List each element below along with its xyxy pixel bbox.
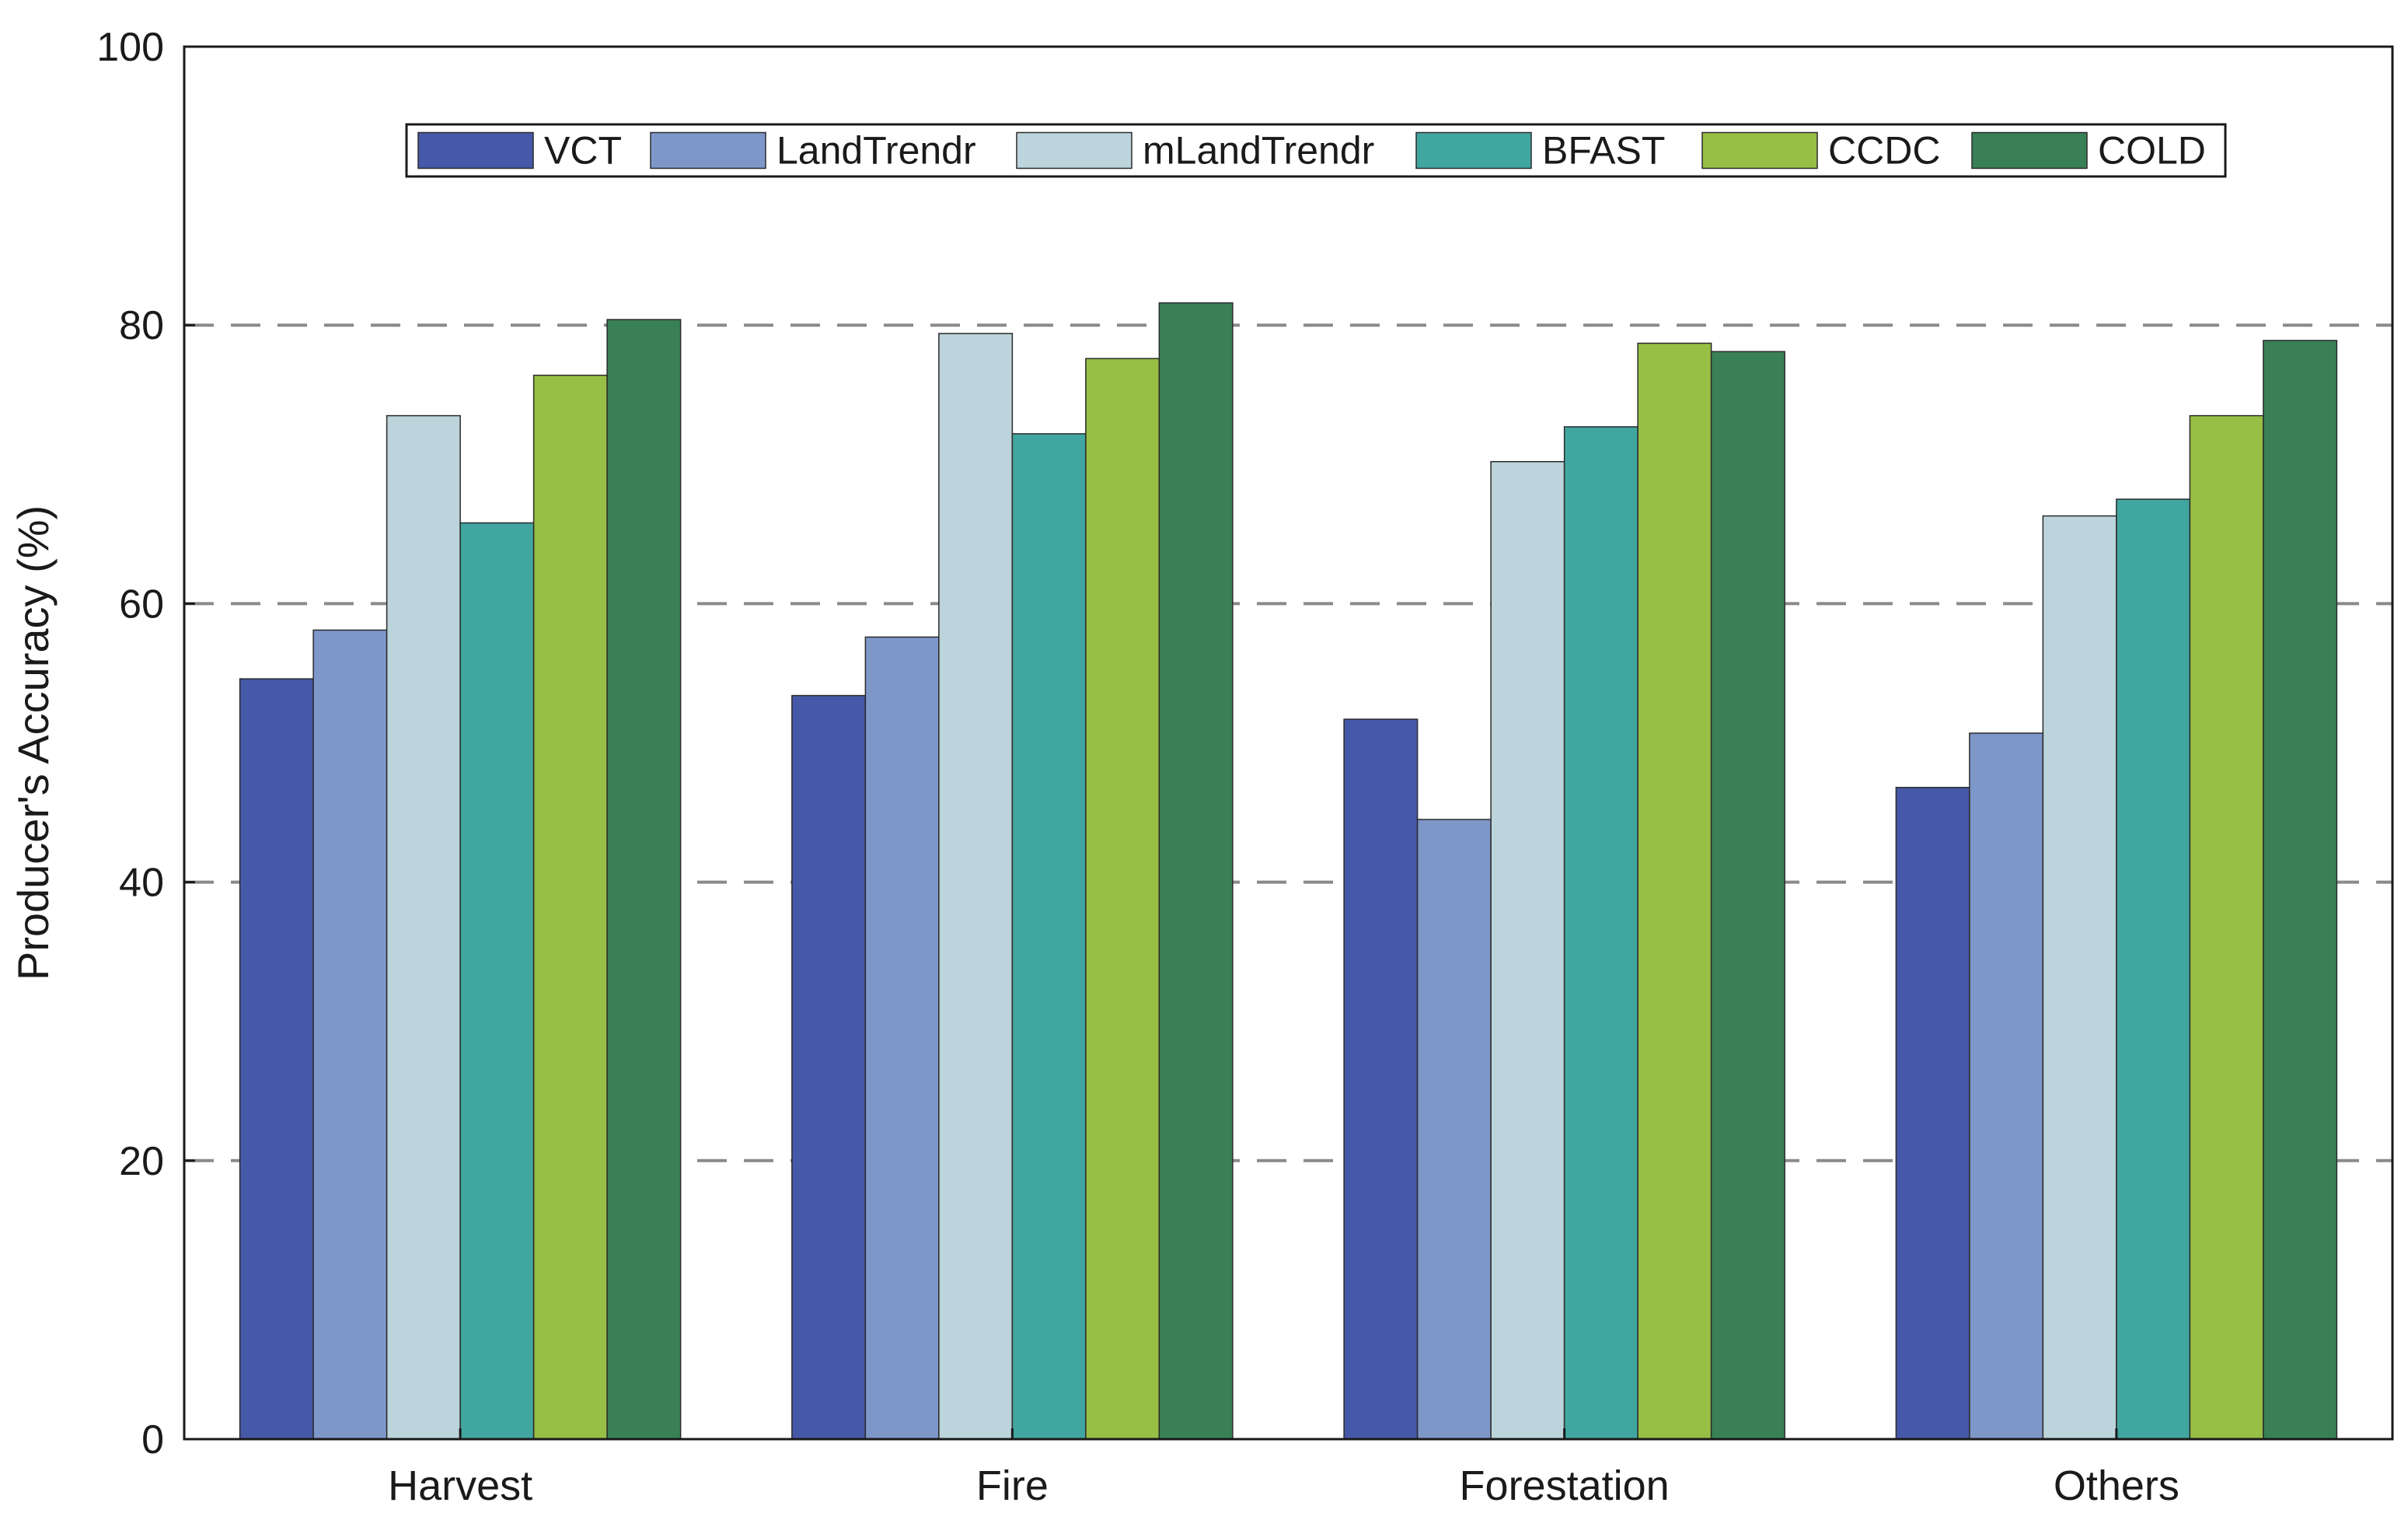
bar-landtrendr-forestation xyxy=(1416,819,1492,1440)
x-tick-label: Forestation xyxy=(1460,1462,1670,1509)
y-tick-label: 100 xyxy=(96,25,164,70)
y-tick-label: 60 xyxy=(119,582,164,627)
bar-vct-harvest xyxy=(239,678,314,1440)
bar-bfast-forestation xyxy=(1563,426,1638,1440)
bar-mlandtrendr-harvest xyxy=(386,414,461,1440)
bar-landtrendr-harvest xyxy=(312,629,388,1440)
bar-ccdc-forestation xyxy=(1637,342,1712,1440)
bar-cold-forestation xyxy=(1710,351,1785,1440)
x-axis: Harvest Fire Forestation Others xyxy=(388,1428,2179,1509)
legend-items: VCT LandTrendr mLandTrendr BFAST CCDC COLD xyxy=(417,129,2206,173)
bar-landtrendr-others xyxy=(1969,732,2044,1440)
bar-landtrendr-fire xyxy=(864,636,940,1440)
y-tick-label: 0 xyxy=(141,1417,164,1462)
legend-label-vct: VCT xyxy=(544,129,622,173)
bar-mlandtrendr-others xyxy=(2042,515,2117,1440)
bar-vct-fire xyxy=(791,694,867,1440)
x-tick-label: Others xyxy=(2054,1462,2179,1509)
x-tick-label: Harvest xyxy=(388,1462,532,1509)
bar-ccdc-others xyxy=(2189,414,2264,1440)
bar-ccdc-fire xyxy=(1085,358,1160,1440)
bar-mlandtrendr-fire xyxy=(938,333,1014,1440)
bar-cold-harvest xyxy=(606,319,682,1440)
bar-bfast-fire xyxy=(1011,433,1087,1440)
legend-swatch-mlandtrendr xyxy=(1016,131,1132,169)
legend-swatch-landtrendr xyxy=(650,131,766,169)
y-tick-label: 80 xyxy=(119,303,164,348)
legend-swatch-vct xyxy=(417,131,534,169)
legend-label-landtrendr: LandTrendr xyxy=(776,129,976,173)
bar-bfast-harvest xyxy=(459,522,535,1440)
bar-vct-others xyxy=(1895,787,1970,1440)
y-axis-title: Producer's Accuracy (%) xyxy=(9,505,58,980)
bar-ccdc-harvest xyxy=(532,374,608,1440)
legend-label-bfast: BFAST xyxy=(1542,129,1665,173)
legend-swatch-cold xyxy=(1971,131,2088,169)
legend-label-cold: COLD xyxy=(2098,129,2206,173)
bar-bfast-others xyxy=(2116,498,2191,1440)
legend-label-mlandtrendr: mLandTrendr xyxy=(1143,129,1374,173)
bar-cold-others xyxy=(2263,340,2338,1440)
y-axis: 0 20 40 60 80 100 xyxy=(96,25,195,1462)
legend-swatch-ccdc xyxy=(1701,131,1818,169)
plot-frame xyxy=(183,45,2394,1441)
x-tick-label: Fire xyxy=(976,1462,1049,1509)
bars-layer xyxy=(239,302,2338,1440)
legend: VCT LandTrendr mLandTrendr BFAST CCDC COLD xyxy=(405,123,2227,178)
legend-swatch-bfast xyxy=(1415,131,1532,169)
bar-vct-forestation xyxy=(1343,718,1419,1440)
y-tick-label: 40 xyxy=(119,861,164,906)
y-tick-label: 20 xyxy=(119,1139,164,1184)
bar-cold-fire xyxy=(1158,302,1234,1440)
legend-label-ccdc: CCDC xyxy=(1828,129,1940,173)
bar-mlandtrendr-forestation xyxy=(1490,460,1565,1440)
